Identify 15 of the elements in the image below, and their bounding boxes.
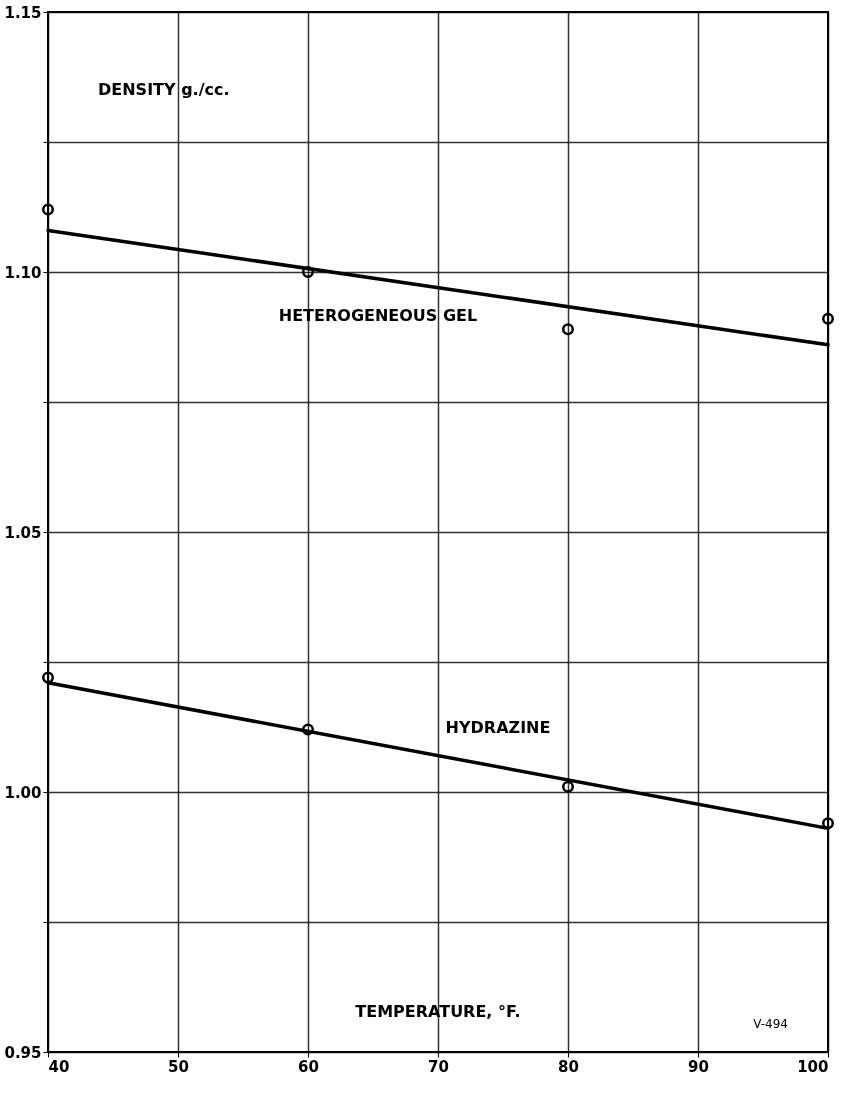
- x-tick-label: 100: [797, 1057, 829, 1076]
- series-label: HYDRAZINE: [445, 717, 551, 737]
- y-tick-label: 0.95: [4, 1043, 42, 1062]
- y-tick-label: 1.10: [4, 263, 42, 282]
- y-tick-label: 1.00: [4, 783, 42, 802]
- annotation: V-494: [753, 1017, 788, 1031]
- x-tick-label: 80: [558, 1057, 579, 1076]
- x-tick-label: 60: [298, 1057, 319, 1076]
- x-tick-label: 90: [688, 1057, 709, 1076]
- x-tick-label: 50: [168, 1057, 189, 1076]
- y-tick-label: 1.05: [4, 523, 42, 542]
- y-axis-title: DENSITY g./cc.: [98, 80, 230, 99]
- y-tick-label: 1.15: [4, 3, 42, 22]
- x-tick-label: 70: [428, 1057, 449, 1076]
- x-tick-label: 40: [48, 1057, 70, 1076]
